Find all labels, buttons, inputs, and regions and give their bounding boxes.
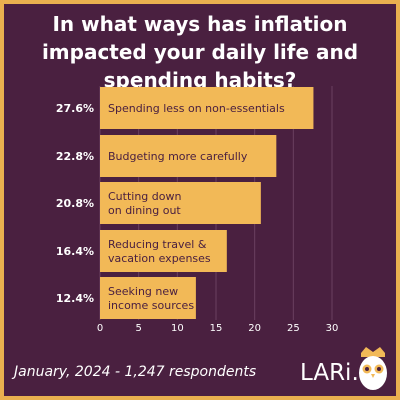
category-label: Budgeting more carefully xyxy=(108,150,248,163)
x-tick-label: 20 xyxy=(248,323,261,334)
category-label: Reducing travel & vacation expenses xyxy=(108,238,211,265)
owl-icon xyxy=(359,347,387,390)
bar xyxy=(100,182,261,224)
value-label: 22.8% xyxy=(56,150,94,163)
bar xyxy=(100,277,196,319)
value-label: 27.6% xyxy=(56,102,94,115)
x-tick-label: 10 xyxy=(171,323,184,334)
value-label: 16.4% xyxy=(56,245,94,258)
category-label: Cutting down on dining out xyxy=(108,190,181,217)
x-tick-label: 30 xyxy=(326,323,339,334)
value-label: 20.8% xyxy=(56,197,94,210)
category-label: Seeking new income sources xyxy=(108,285,194,312)
bar xyxy=(100,230,227,272)
x-tick-label: 25 xyxy=(287,323,300,334)
bar xyxy=(100,87,314,129)
x-tick-label: 5 xyxy=(135,323,141,334)
survey-footer: January, 2024 - 1,247 respondents xyxy=(14,364,257,380)
bar xyxy=(100,135,277,177)
x-tick-label: 0 xyxy=(97,323,103,334)
value-label: 12.4% xyxy=(56,292,94,305)
x-tick-label: 15 xyxy=(210,323,223,334)
category-label: Spending less on non-essentials xyxy=(108,102,285,115)
